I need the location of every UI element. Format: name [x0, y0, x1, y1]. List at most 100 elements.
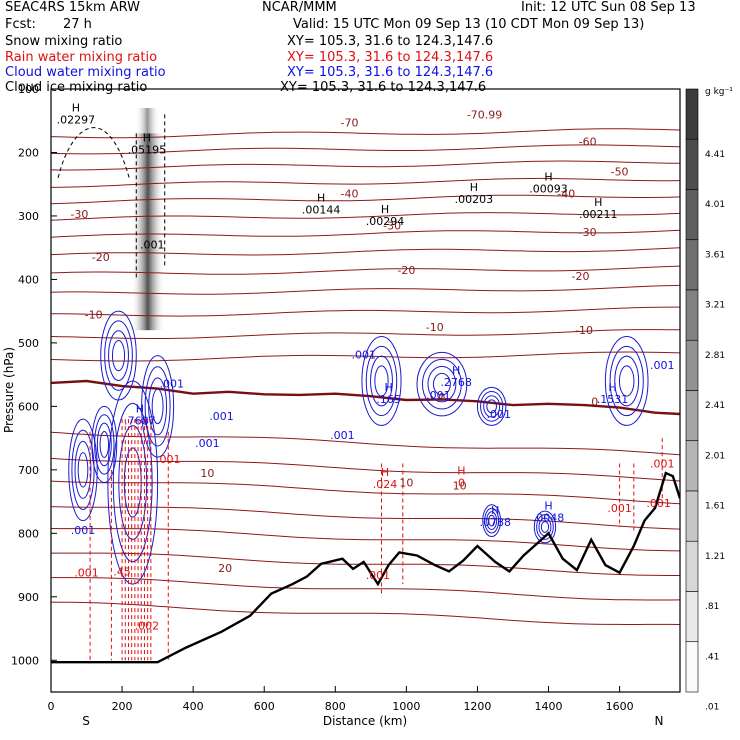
fcst-label: Fcst: — [5, 17, 36, 32]
max-h-marker: H — [452, 364, 460, 377]
cloud-water-contour — [480, 391, 504, 422]
max-value-label: .001 — [366, 569, 391, 582]
max-value-label: .00144 — [302, 204, 341, 217]
max-value-label: .001 — [351, 348, 376, 361]
x-end-label-north: N — [655, 714, 664, 728]
temperature-label: 20 — [218, 562, 232, 575]
max-value-label: .001 — [209, 410, 234, 423]
colorbar-label: 4.01 — [705, 200, 725, 210]
cloud-water-contour — [416, 351, 468, 417]
max-value-label: .001 — [646, 497, 671, 510]
max-value-label: .001 — [330, 429, 355, 442]
x-tick-label: 1400 — [535, 700, 563, 713]
colorbar-unit: g kg⁻¹ — [705, 87, 733, 97]
field-rain-label: Rain water mixing ratio — [5, 50, 158, 65]
field-cloudwater-xy: XY= 105.3, 31.6 to 124.3,147.6 — [287, 65, 494, 80]
cloud-water-contour — [104, 320, 133, 391]
plot-frame — [50, 88, 681, 693]
colorbar-label: .01 — [705, 703, 719, 713]
max-h-marker: H — [317, 192, 325, 205]
colorbar-label: 4.41 — [705, 150, 725, 160]
cloud-water-contour — [486, 511, 498, 531]
max-value-label: .02297 — [57, 113, 96, 126]
cloud-water-contour — [365, 345, 398, 417]
y-tick-label: 400 — [18, 273, 39, 286]
max-value-label: .001 — [156, 453, 181, 466]
max-value-label: .05195 — [128, 143, 167, 156]
org-label: NCAR/MMM — [262, 0, 337, 15]
temperature-label: -10 — [575, 324, 593, 337]
temperature-label: -50 — [611, 166, 629, 179]
x-axis-label: Distance (km) — [323, 714, 407, 728]
max-value-label: .002 — [135, 619, 160, 632]
field-snow-label: Snow mixing ratio — [5, 34, 123, 49]
temperature-label: 10 — [200, 467, 214, 480]
cloud-water-contour — [374, 365, 389, 397]
temperature-label: -20 — [92, 251, 110, 264]
temperature-label: -10 — [426, 321, 444, 334]
cloud-water-contour — [604, 336, 649, 426]
init-time: Init: 12 UTC Sun 08 Sep 13 — [521, 0, 696, 15]
max-h-marker: H — [544, 499, 552, 512]
cloud-water-contour — [484, 507, 500, 534]
cloud-water-contour — [111, 339, 126, 372]
x-tick-label: 200 — [112, 700, 133, 713]
temperature-label: -30 — [579, 226, 597, 239]
max-value-label: .001 — [140, 239, 165, 252]
field-cloudwater-label: Cloud water mixing ratio — [5, 65, 166, 80]
cloud-water-contour — [476, 386, 507, 426]
field-cloudice-label: Cloud ice mixing ratio — [5, 80, 148, 95]
cloud-water-contour — [432, 372, 451, 396]
isotherm-line — [51, 128, 680, 139]
temperature-label: -60 — [579, 136, 597, 149]
temperature-label: -70.99 — [467, 108, 502, 121]
max-h-marker: H — [384, 381, 392, 394]
x-tick-label: 400 — [183, 700, 204, 713]
temperature-label: -70 — [341, 117, 359, 130]
max-value-label: .024 — [373, 478, 398, 491]
isotherm-line — [51, 177, 680, 188]
x-tick-label: 800 — [325, 700, 346, 713]
colorbar-cell — [685, 289, 699, 341]
isotherm-line — [51, 160, 680, 171]
cloud-water-contour — [96, 422, 112, 467]
max-h-marker: H — [381, 203, 389, 216]
y-axis-label: Pressure (hPa) — [2, 347, 16, 433]
max-h-marker: H — [72, 101, 80, 114]
isotherm-line — [51, 247, 680, 256]
y-tick-label: 800 — [18, 527, 39, 540]
colorbar-label: 1.61 — [705, 502, 725, 512]
cloud-water-contour — [77, 452, 89, 488]
temperature-label: -20 — [572, 270, 590, 283]
x-tick-label: 1600 — [606, 700, 634, 713]
y-tick-label: 300 — [18, 210, 39, 223]
max-value-label: .00294 — [366, 215, 405, 228]
colorbar-label: 1.21 — [705, 552, 725, 562]
colorbar-cell — [685, 189, 699, 241]
x-tick-label: 600 — [254, 700, 275, 713]
colorbar-cell — [685, 540, 699, 592]
cloud-water-contour — [536, 514, 554, 540]
cloud-water-contour — [74, 440, 92, 499]
y-tick-label: 100 — [18, 83, 39, 96]
max-h-marker: H — [470, 181, 478, 194]
max-value-label: .00211 — [579, 208, 618, 221]
colorbar-label: 2.01 — [705, 451, 725, 461]
snow-contour — [135, 114, 166, 280]
max-value-label: .001 — [607, 502, 632, 515]
x-end-label-south: S — [82, 714, 90, 728]
max-h-marker: H — [143, 131, 151, 144]
max-value-label: .001 — [71, 524, 96, 537]
max-h-marker: H — [457, 465, 465, 478]
cloud-water-contour — [482, 504, 502, 537]
temperature-label: 0 — [591, 395, 598, 408]
snow-contour — [57, 127, 130, 178]
temperature-label: 10 — [399, 477, 413, 490]
fcst-value: 27 h — [63, 17, 92, 32]
colorbar-label: 2.41 — [705, 401, 725, 411]
cloud-water-contour — [118, 425, 148, 540]
field-cloudice-xy: XY= 105.3, 31.6 to 124.3,147.6 — [280, 80, 487, 95]
max-value-label: .1531 — [597, 393, 629, 406]
colorbar-cell — [685, 239, 699, 291]
cloud-water-contour — [614, 355, 640, 407]
